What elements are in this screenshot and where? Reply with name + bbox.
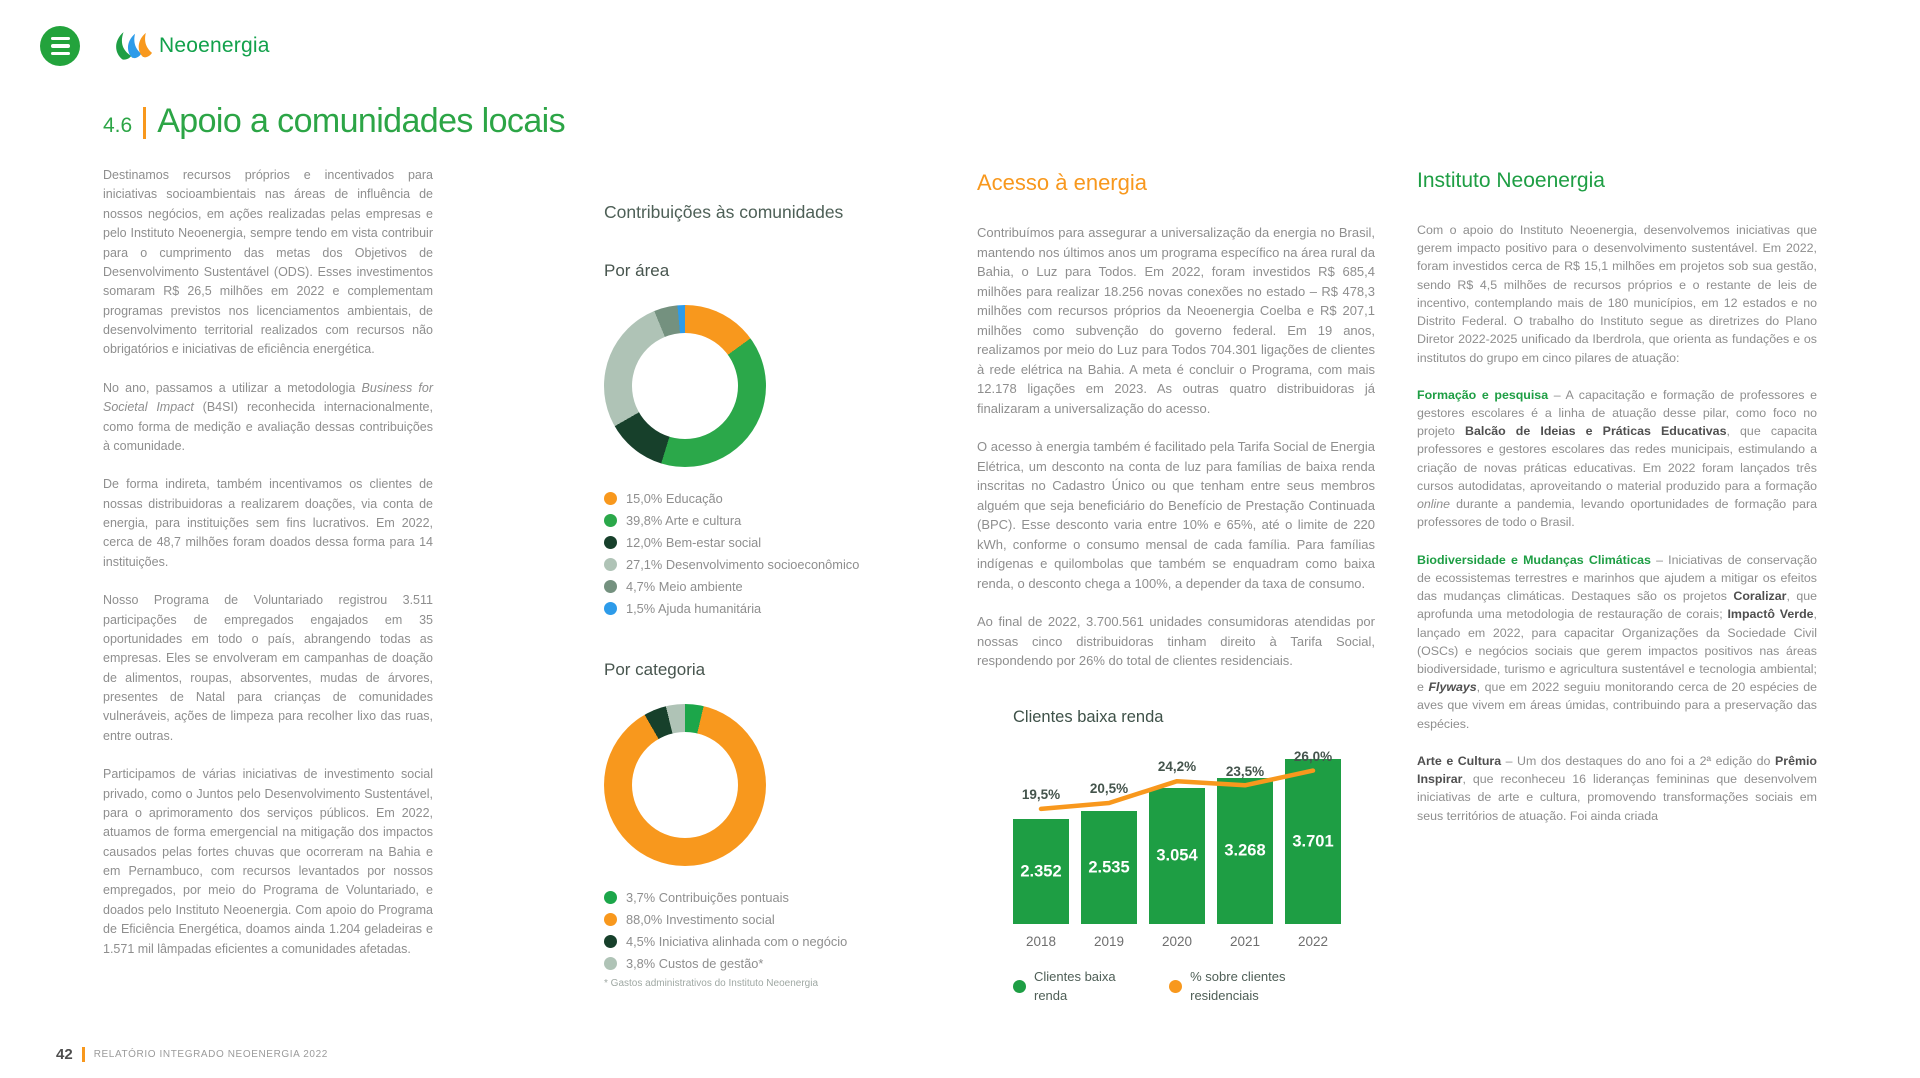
paragraph: Ao final de 2022, 3.700.561 unidades con…	[977, 614, 1375, 668]
low-income-chart: Clientes baixa renda 2.352 2.535 3.054 3.26…	[1013, 705, 1345, 1006]
donut-chart-by-category	[604, 704, 766, 866]
bar-2019: 2.535	[1081, 811, 1137, 925]
bar-2020: 3.054	[1149, 788, 1205, 925]
neoenergia-logo: Neoenergia	[112, 27, 270, 65]
x-axis-tick: 2021	[1229, 934, 1261, 950]
paragraph: No ano, passamos a utilizar a metodologi…	[103, 380, 433, 453]
page-footer: 42 RELATÓRIO INTEGRADO NEOENERGIA 2022	[56, 1046, 328, 1063]
paragraph: Nosso Programa de Voluntariado registrou…	[103, 593, 433, 743]
legend-dot	[604, 514, 617, 527]
legend-by-category: 3,7% Contribuições pontuais 88,0% Investi…	[604, 890, 894, 971]
legend-dot	[1013, 979, 1026, 993]
communities-column: Destinamos recursos próprios e incentiva…	[103, 166, 433, 959]
contributions-heading: Contribuições às comunidades	[604, 202, 844, 222]
instituto-heading: Instituto Neoenergia	[1417, 169, 1605, 192]
line-value-label: 20,5%	[1089, 781, 1129, 797]
flame-icon	[112, 27, 152, 65]
legend-item: 15,0% Educação	[604, 491, 894, 506]
legend-dot	[604, 580, 617, 593]
legend-dot	[604, 536, 617, 549]
x-axis-tick: 2022	[1297, 934, 1329, 950]
legend-item: 4,5% Iniciativa alinhada com o negócio	[604, 934, 894, 949]
legend-item: 1,5% Ajuda humanitária	[604, 601, 894, 616]
donut-chart-by-area	[604, 305, 766, 467]
energy-access-heading: Acesso à energia	[977, 170, 1147, 195]
legend-dot	[604, 913, 617, 926]
legend-item: 4,7% Meio ambiente	[604, 579, 894, 594]
bar-line-chart-plot: 2.352 2.535 3.054 3.268 3.701 19,5% 20,5% 24,2…	[1013, 748, 1345, 925]
paragraph: Participamos de várias iniciativas de in…	[103, 767, 433, 956]
title-divider	[143, 106, 147, 139]
paragraph: Biodiversidade e Mudanças Climáticas – I…	[1417, 552, 1817, 731]
bar-value-label: 3.268	[1224, 841, 1266, 860]
legend-dot	[604, 492, 617, 505]
legend-dot	[604, 602, 617, 615]
bar-2018: 2.352	[1013, 819, 1069, 925]
legend-by-area: 15,0% Educação 39,8% Arte e cultura 12,0% …	[604, 491, 894, 616]
paragraph: De forma indireta, também incentivamos o…	[103, 477, 433, 569]
chart-footnote: * Gastos administrativos do Instituto Ne…	[604, 978, 818, 989]
page-title-block: 4.6 Apoio a comunidades locais	[103, 102, 566, 141]
legend-dot	[604, 957, 617, 970]
legend-item: 88,0% Investimento social	[604, 912, 894, 927]
bar-value-label: 3.701	[1292, 832, 1334, 851]
paragraph: Contribuímos para assegurar a universali…	[977, 225, 1375, 416]
report-title: RELATÓRIO INTEGRADO NEOENERGIA 2022	[93, 1049, 328, 1060]
menu-button[interactable]	[40, 26, 80, 66]
instituto-paragraphs: Com o apoio do Instituto Neoenergia, des…	[1417, 221, 1817, 825]
chart-legend-item: Clientes baixa renda	[1013, 967, 1143, 1006]
section-number: 4.6	[103, 114, 133, 137]
paragraph: Arte e Cultura – Um dos destaques do ano…	[1417, 753, 1817, 823]
donut-by-category-title: Por categoria	[604, 660, 706, 679]
energy-access-paragraphs: Contribuímos para assegurar a universali…	[977, 223, 1375, 671]
bar-2022: 3.701	[1285, 759, 1341, 925]
legend-dot	[604, 935, 617, 948]
x-axis-tick: 2020	[1161, 934, 1193, 950]
line-value-label: 23,5%	[1225, 763, 1265, 779]
legend-item: 27,1% Desenvolvimento socioeconômico	[604, 557, 894, 572]
instituto-block: Instituto Neoenergia Com o apoio do Inst…	[1417, 166, 1817, 825]
donut-hole	[632, 333, 738, 439]
donut-by-area-title: Por área	[604, 261, 670, 280]
line-value-label: 19,5%	[1021, 787, 1061, 803]
paragraph: Com o apoio do Instituto Neoenergia, des…	[1417, 222, 1817, 365]
x-axis-tick: 2018	[1025, 934, 1057, 950]
line-value-label: 26,0%	[1293, 748, 1333, 764]
bar-chart-legend: Clientes baixa renda % sobre clientes res…	[1013, 967, 1345, 1006]
legend-item: 12,0% Bem-estar social	[604, 535, 894, 550]
bar-value-label: 2.352	[1020, 862, 1062, 881]
legend-dot	[1169, 979, 1183, 993]
bar-value-label: 2.535	[1088, 858, 1130, 877]
paragraph: O acesso à energia também é facilitado p…	[977, 439, 1375, 591]
footer-divider	[81, 1047, 85, 1062]
legend-dot	[604, 558, 617, 571]
bar-2021: 3.268	[1217, 778, 1273, 925]
paragraph: Destinamos recursos próprios e incentiva…	[103, 168, 433, 357]
line-value-label: 24,2%	[1157, 759, 1197, 775]
legend-item: 39,8% Arte e cultura	[604, 513, 894, 528]
communities-paragraphs: Destinamos recursos próprios e incentiva…	[103, 166, 433, 959]
chart-legend-item: % sobre clientes residenciais	[1169, 967, 1345, 1006]
energy-access-block: Acesso à energia Contribuímos para asseg…	[977, 166, 1375, 1006]
x-axis-tick: 2019	[1093, 934, 1125, 950]
donut-hole	[632, 732, 738, 838]
legend-item: 3,7% Contribuições pontuais	[604, 890, 894, 905]
bar-chart-years: 2018 2019 2020 2021 2022	[1013, 932, 1345, 952]
legend-dot	[604, 891, 617, 904]
brand-name: Neoenergia	[159, 34, 270, 57]
paragraph: Formação e pesquisa – A capacitação e fo…	[1417, 387, 1818, 530]
low-income-chart-title: Clientes baixa renda	[1013, 707, 1164, 726]
legend-item: 3,8% Custos de gestão*	[604, 956, 894, 971]
page-title: Apoio a comunidades locais	[157, 102, 565, 140]
bar-value-label: 3.054	[1156, 846, 1198, 865]
page-number: 42	[56, 1046, 73, 1063]
contributions-block: Contribuições às comunidades Por área 15…	[604, 202, 894, 989]
